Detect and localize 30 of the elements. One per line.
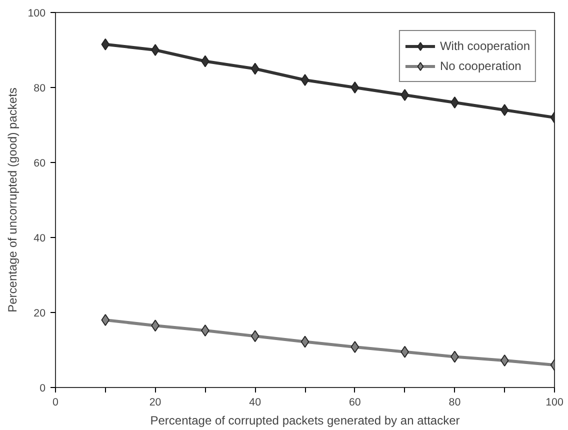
point <box>201 324 210 336</box>
point <box>300 74 310 86</box>
point <box>101 314 110 326</box>
y-tick-label: 0 <box>40 382 46 394</box>
point <box>500 354 509 366</box>
x-tick-label: 20 <box>149 396 162 408</box>
point <box>101 38 110 50</box>
y-axis-title: Percentage of uncorrupted (good) packets <box>6 88 20 312</box>
point <box>350 341 360 353</box>
y-tick-label: 40 <box>34 232 46 244</box>
point <box>250 330 260 342</box>
legend-label: No cooperation <box>440 59 522 73</box>
x-tick-label: 40 <box>249 396 262 408</box>
y-tick-label: 20 <box>34 308 46 320</box>
x-tick-label: 100 <box>546 396 564 408</box>
point <box>250 62 260 75</box>
point <box>350 82 360 94</box>
point <box>400 89 409 101</box>
x-axis-title: Percentage of corrupted packets generated by an attacker <box>150 414 460 428</box>
y-tick-label: 80 <box>34 82 46 94</box>
x-tick-label: 60 <box>348 396 361 408</box>
y-tick-label: 100 <box>28 8 46 20</box>
y-tick-label: 60 <box>34 158 46 170</box>
point <box>300 336 310 348</box>
legend-label: With cooperation <box>440 39 530 53</box>
point <box>151 44 160 56</box>
x-tick-label: 80 <box>448 396 461 408</box>
point <box>450 96 459 108</box>
point <box>500 104 509 116</box>
x-tick-label: 0 <box>52 396 59 408</box>
